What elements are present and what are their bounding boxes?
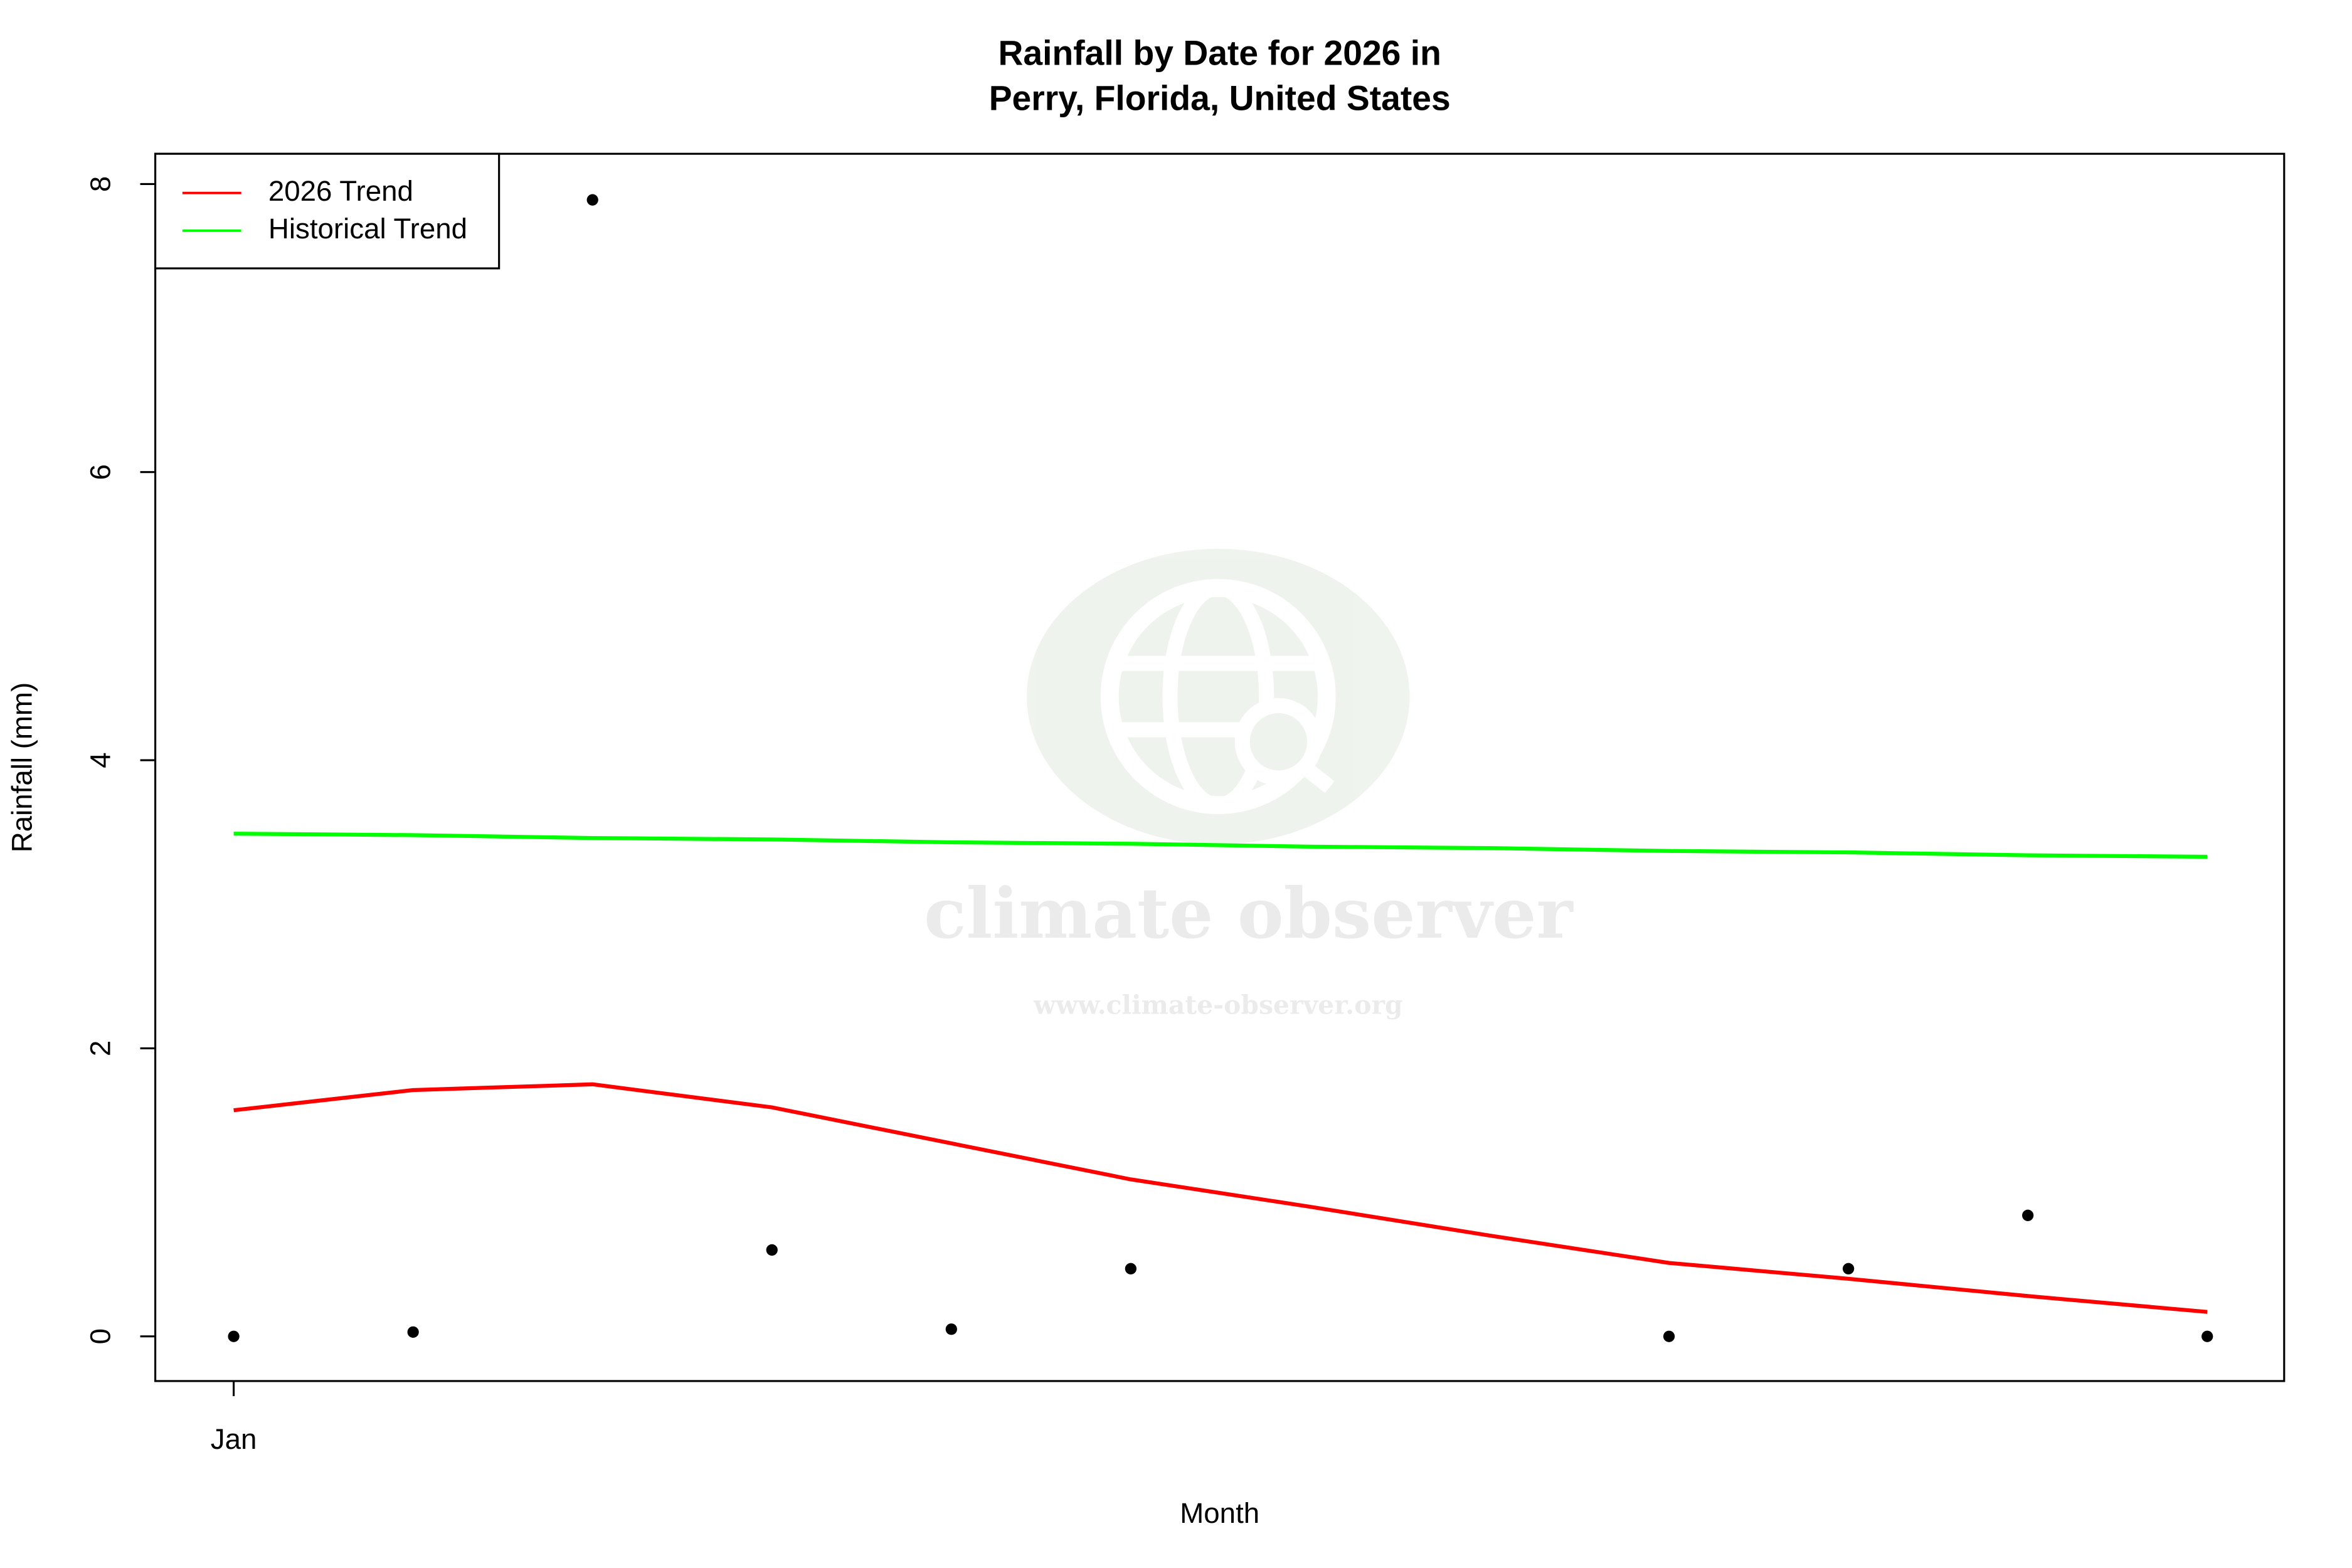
trend-line <box>233 1082 2208 1314</box>
watermark: climate observer www.climate-observer.or… <box>924 549 1574 1020</box>
legend-box <box>154 152 501 270</box>
data-point <box>766 1244 778 1256</box>
data-point <box>407 1326 419 1338</box>
chart-title: Rainfall by Date for 2026 in <box>999 34 1441 73</box>
y-tick-label: 0 <box>85 1328 117 1344</box>
data-point <box>228 1330 240 1342</box>
chart-title: Perry, Florida, United States <box>989 79 1451 118</box>
data-point <box>2201 1330 2213 1342</box>
y-tick-label: 4 <box>85 752 117 768</box>
data-point <box>1125 1263 1137 1274</box>
watermark-handle <box>1298 760 1335 793</box>
data-point <box>2022 1209 2034 1221</box>
watermark-name: climate observer <box>924 873 1574 955</box>
watermark-lens <box>1234 697 1323 786</box>
watermark-meridian <box>1162 580 1274 813</box>
data-point <box>945 1323 957 1335</box>
y-tick-label: 6 <box>85 464 117 480</box>
y-tick-label: 2 <box>85 1041 117 1056</box>
y-axis-label: Rainfall (mm) <box>6 682 38 852</box>
x-tick-label: Jan <box>211 1423 257 1455</box>
legend: 2026 Trend Historical Trend <box>154 152 501 270</box>
data-point <box>1842 1263 1855 1274</box>
legend-label: Historical Trend <box>268 213 467 245</box>
trend-line <box>233 832 2208 859</box>
legend-label: 2026 Trend <box>268 175 413 207</box>
x-axis-label: Month <box>1180 1497 1259 1529</box>
watermark-url: www.climate-observer.org <box>1033 990 1403 1020</box>
data-point <box>1663 1330 1675 1342</box>
data-point <box>586 194 598 206</box>
y-tick-label: 8 <box>85 176 117 192</box>
plot-frame <box>154 152 2286 1382</box>
